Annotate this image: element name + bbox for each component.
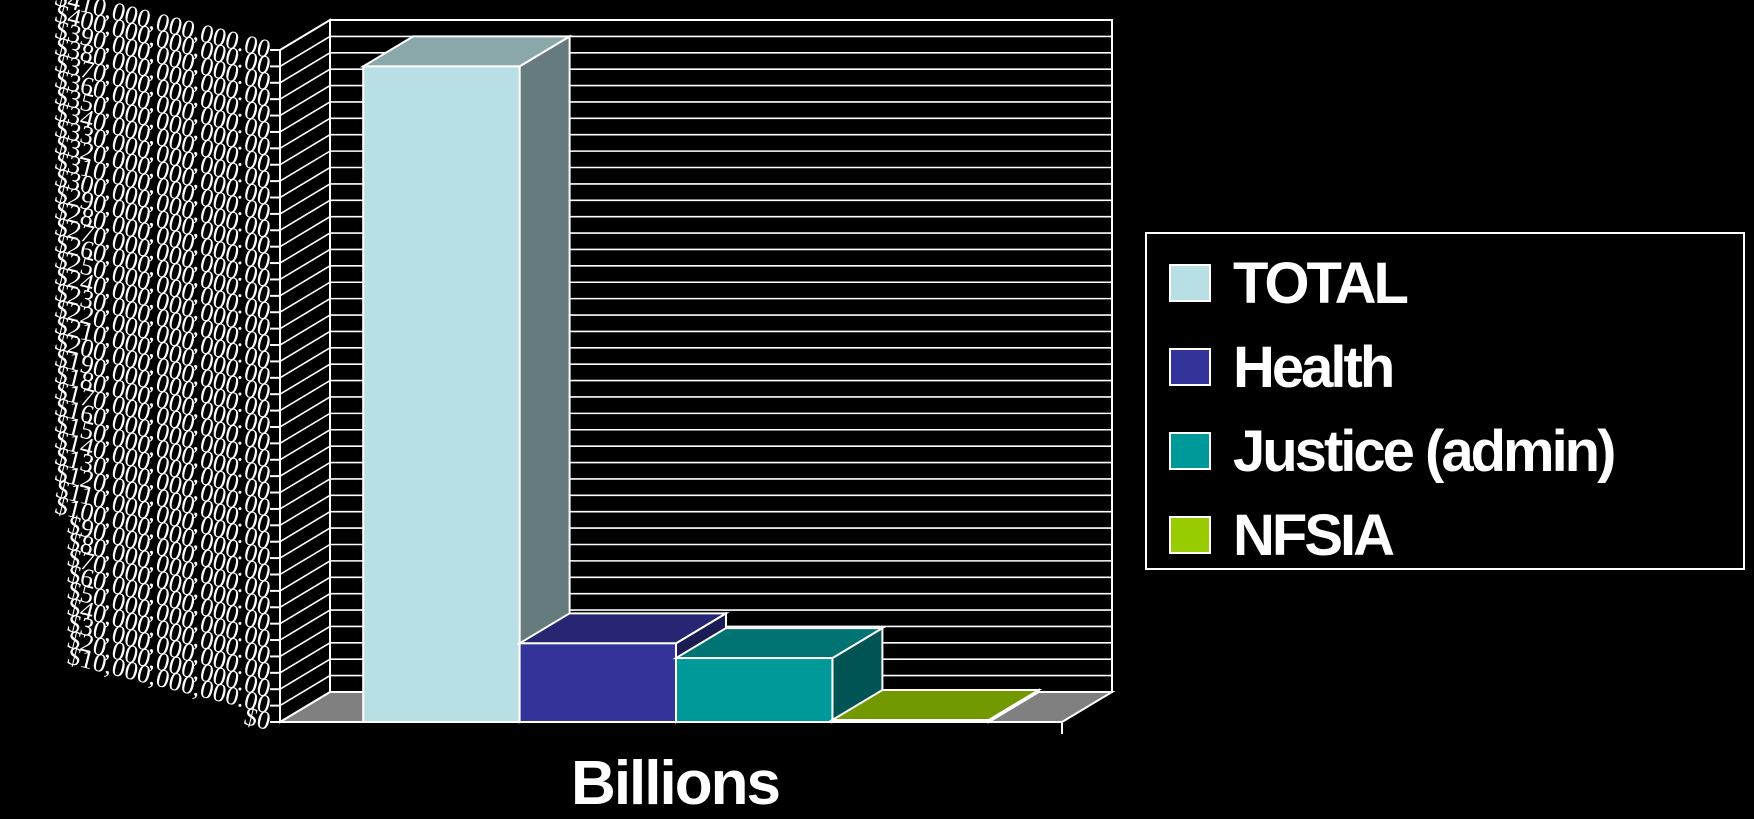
- gridline: [279, 543, 1112, 576]
- gridline: [279, 265, 1112, 297]
- gridline: [279, 84, 1112, 117]
- gridline: [279, 314, 1112, 346]
- gridline: [279, 478, 1112, 510]
- legend-item-total: TOTAL: [1169, 248, 1409, 318]
- gridline: [279, 297, 1112, 330]
- legend-swatch: [1169, 432, 1211, 470]
- gridline: [279, 347, 1112, 379]
- bar-front: [675, 657, 834, 724]
- gridline: [279, 379, 1112, 412]
- gridline: [279, 560, 1112, 592]
- gridline: [279, 232, 1112, 264]
- gridline: [279, 248, 1112, 281]
- side-wall: [279, 18, 331, 724]
- bar-nfsia: [828, 688, 1043, 724]
- gridline: [279, 281, 1112, 313]
- gridline: [279, 445, 1112, 477]
- legend-label: NFSIA: [1233, 502, 1395, 568]
- gridline: [279, 199, 1112, 231]
- gridline: [279, 494, 1112, 527]
- y-axis-tick-labels: $0$10,000,000,000.00$20,000,000,000.00$3…: [52, 0, 273, 736]
- gridline: [279, 183, 1112, 215]
- gridline: [279, 51, 1112, 84]
- gridline: [279, 133, 1112, 166]
- gridline: [279, 35, 1112, 68]
- gridline: [279, 363, 1112, 395]
- legend-item-health: Health: [1169, 332, 1395, 402]
- legend-item-nfsia: NFSIA: [1169, 500, 1395, 570]
- chart-legend: TOTAL Health Justice (admin) NFSIA: [1145, 232, 1745, 570]
- gridline: [279, 428, 1112, 461]
- gridline: [279, 527, 1112, 559]
- gridline: [279, 215, 1112, 248]
- legend-swatch: [1169, 348, 1211, 386]
- gridline: [279, 625, 1112, 658]
- gridline: [279, 117, 1112, 150]
- legend-swatch: [1169, 516, 1211, 554]
- gridline: [279, 592, 1112, 625]
- legend-label: TOTAL: [1233, 250, 1409, 316]
- x-axis-title: Billions: [571, 749, 781, 818]
- gridline: [279, 19, 1112, 51]
- legend-label: Justice (admin): [1233, 418, 1616, 484]
- gridline: [279, 609, 1112, 641]
- gridline: [279, 166, 1112, 199]
- bar-front: [831, 719, 990, 723]
- bar-front: [518, 642, 677, 724]
- gridline: [279, 412, 1112, 445]
- gridline: [279, 396, 1112, 428]
- gridline: [279, 510, 1112, 543]
- bar-front: [362, 65, 521, 723]
- gridline: [279, 330, 1112, 363]
- gridline: [279, 101, 1112, 133]
- gridline: [279, 150, 1112, 182]
- gridline: [279, 68, 1112, 100]
- bars: [359, 34, 1043, 724]
- legend-label: Health: [1233, 334, 1395, 400]
- bar-total: [359, 34, 574, 724]
- legend-swatch: [1169, 264, 1211, 302]
- gridline: [279, 461, 1112, 494]
- legend-item-justice-admin: Justice (admin): [1169, 416, 1616, 486]
- gridline: [279, 576, 1112, 608]
